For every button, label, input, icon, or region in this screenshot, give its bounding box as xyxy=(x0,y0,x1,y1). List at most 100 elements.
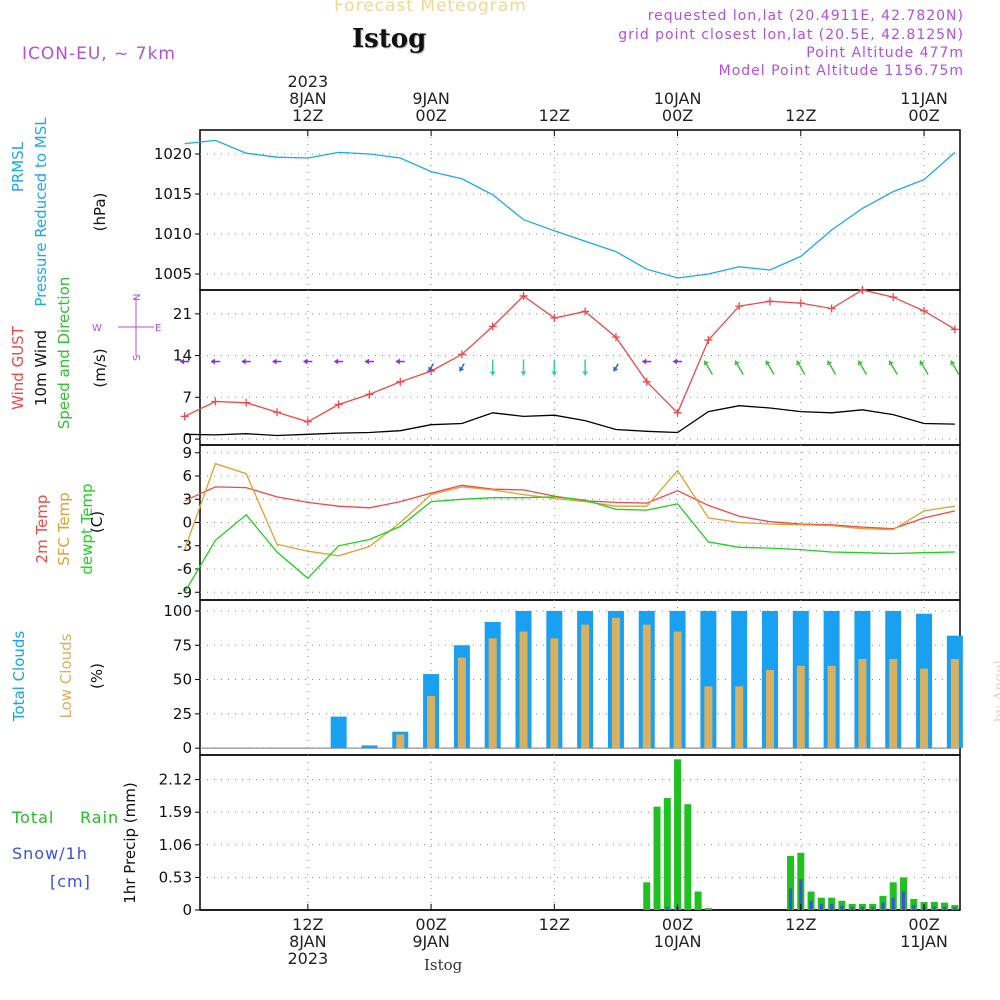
low-cloud-bar xyxy=(920,668,929,749)
y-tick-label: 21 xyxy=(173,305,192,323)
total-cloud-bar xyxy=(330,716,347,749)
wind-arrow-head xyxy=(765,360,771,366)
requested-coords: requested lon,lat (20.4911E, 42.7820N) xyxy=(647,8,964,24)
t2m-line xyxy=(184,484,956,530)
bottom-axis-label: 12Z xyxy=(785,915,816,934)
gust-marker xyxy=(211,397,220,406)
snow-bar xyxy=(860,906,864,910)
panel-frame xyxy=(199,444,961,601)
gust-marker xyxy=(457,350,466,359)
snow-bar xyxy=(902,891,906,910)
y-tick-label: 25 xyxy=(173,705,192,723)
low-cloud-bar xyxy=(457,657,466,749)
wind-arrow-head xyxy=(642,358,647,365)
rain-bar xyxy=(858,903,866,910)
y-tick-label: 100 xyxy=(163,602,192,620)
wind-arrow-head xyxy=(334,358,339,365)
wind-arrow-head xyxy=(272,358,277,365)
top-axis-label: 8JAN xyxy=(289,89,327,108)
total-cloud-bar xyxy=(361,745,378,749)
gust-marker xyxy=(180,412,189,421)
wind-arrow-head xyxy=(888,360,894,366)
low-cloud-bar xyxy=(519,631,528,749)
low-cloud-bar xyxy=(766,669,774,749)
top-axis-label: 11JAN xyxy=(900,89,948,108)
snow-bar xyxy=(932,906,936,910)
snow-bar xyxy=(953,907,957,910)
gust-marker xyxy=(611,333,620,342)
grid-point-coords: grid point closest lon,lat (20.5E, 42.81… xyxy=(618,27,964,43)
y-tick-label: 1015 xyxy=(154,185,192,203)
panel-frame xyxy=(199,289,961,446)
panel-4: 0 25 50 75 100 xyxy=(163,599,963,757)
y-tick-label: 75 xyxy=(173,636,192,654)
wind-arrow-head xyxy=(428,366,434,372)
wind-arrow-head xyxy=(796,360,802,366)
snow-bar xyxy=(809,900,813,910)
panel-1: 1005 1010 1015 1020 xyxy=(154,129,961,291)
rain-bar xyxy=(694,891,702,910)
gust-marker xyxy=(581,307,590,316)
compass-w: W xyxy=(92,323,102,334)
wind-arrow-head xyxy=(734,360,740,366)
station-footer: Istog xyxy=(424,956,463,974)
top-axis-label: 12Z xyxy=(539,106,570,125)
rain-bar xyxy=(704,908,712,910)
station-title: Istog xyxy=(352,24,427,54)
y-tick-label: 0.53 xyxy=(159,868,192,886)
y-tick-label: -6 xyxy=(177,560,192,578)
pressure-line xyxy=(184,139,956,279)
top-axis-label: 00Z xyxy=(908,106,939,125)
snow-bar xyxy=(789,888,793,910)
total-label: Total xyxy=(12,808,55,827)
low-cloud-bar xyxy=(581,624,590,749)
snow-bar xyxy=(840,905,844,910)
bottom-axis-label: 12Z xyxy=(292,915,323,934)
gust-marker xyxy=(550,314,559,323)
rain-bar xyxy=(869,903,877,910)
rain-bar xyxy=(848,903,856,910)
wind-arrow-head xyxy=(919,360,925,366)
low-cloud-bar xyxy=(427,696,436,749)
wind-arrow-head xyxy=(673,358,678,365)
rain-bar xyxy=(941,902,949,910)
gust-marker xyxy=(796,299,805,308)
snow-bar xyxy=(665,906,669,910)
snow-bar xyxy=(912,905,916,910)
snow-bar xyxy=(871,906,875,910)
gust-marker xyxy=(704,336,713,345)
bottom-axis-label: 12Z xyxy=(539,915,570,934)
wind-arrow-head xyxy=(857,360,864,366)
wind-arrow-head xyxy=(613,366,619,372)
y-tick-label: 0 xyxy=(182,430,192,448)
wind-arrow-head xyxy=(950,360,956,366)
wind-arrow-head xyxy=(582,371,589,376)
y-tick-label: 0 xyxy=(182,901,192,919)
low-cloud-bar xyxy=(858,658,867,749)
compass-n: N xyxy=(132,294,143,301)
y-tick-label: 1.59 xyxy=(159,803,192,821)
panel-frame xyxy=(199,129,961,291)
rain-bar xyxy=(910,898,918,910)
wind-arrow-head xyxy=(703,360,709,366)
top-axis-label: 9JAN xyxy=(412,89,450,108)
bottom-axis-label: 10JAN xyxy=(654,932,702,951)
panel-5: 0 0.53 1.06 1.59 2.12 xyxy=(159,754,961,919)
wind-arrow-head xyxy=(489,371,496,376)
gust-line xyxy=(184,289,956,423)
wind-10m-line xyxy=(184,405,955,437)
wind-arrow-head xyxy=(395,358,400,365)
low-cloud-bar xyxy=(642,624,651,749)
snow-bar xyxy=(891,897,895,910)
low-cloud-bar xyxy=(827,665,836,749)
gust-marker xyxy=(827,304,836,313)
gust-marker xyxy=(396,377,405,386)
bottom-axis-label: 2023 xyxy=(287,949,328,968)
y-tick-label: 50 xyxy=(173,671,192,689)
gust-marker xyxy=(735,302,744,311)
snow-label: Snow/1h xyxy=(12,844,88,863)
snow-bar xyxy=(830,903,834,910)
